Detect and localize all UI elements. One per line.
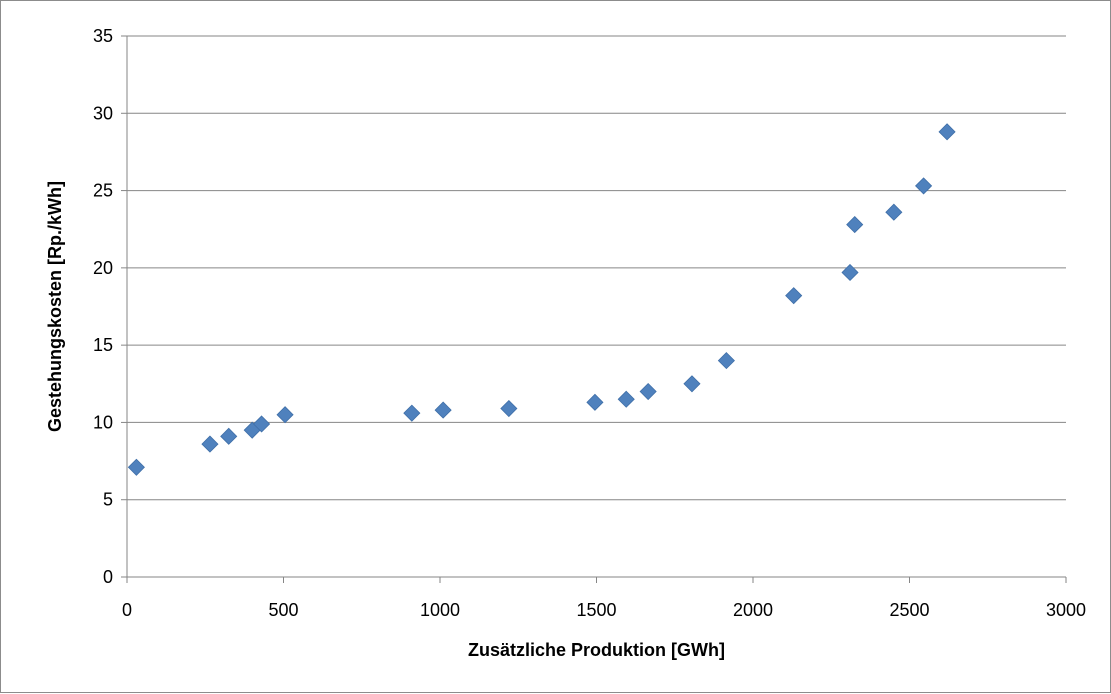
x-tick-label: 1500 [576, 600, 616, 620]
y-tick-label: 5 [103, 490, 113, 510]
x-tick-label: 2500 [889, 600, 929, 620]
x-tick-labels: 0 500 1000 1500 2000 2500 3000 [122, 600, 1086, 620]
x-tick-label: 500 [268, 600, 298, 620]
data-point [586, 393, 604, 411]
data-point [276, 406, 294, 424]
y-tick-label: 25 [93, 181, 113, 201]
data-point [201, 435, 219, 453]
data-point [785, 287, 803, 305]
y-axis-title: Gestehungskosten [Rp./kWh] [45, 181, 65, 432]
y-tick-label: 15 [93, 335, 113, 355]
data-point [717, 352, 735, 370]
data-point [403, 404, 421, 422]
y-tick-label: 30 [93, 103, 113, 123]
data-point [253, 415, 271, 433]
axes [121, 35, 1067, 583]
y-tick-labels: 0 5 10 15 20 25 30 35 [93, 26, 113, 587]
data-point [639, 382, 657, 401]
y-tick-label: 0 [103, 567, 113, 587]
y-tick-label: 20 [93, 258, 113, 278]
data-point [434, 401, 452, 419]
x-tick-label: 0 [122, 600, 132, 620]
x-axis-title: Zusätzliche Produktion [GWh] [468, 640, 725, 660]
data-point [915, 177, 933, 195]
data-point [885, 203, 903, 221]
data-point [127, 458, 145, 476]
data-point [938, 123, 956, 141]
data-point [846, 216, 864, 234]
data-point [500, 399, 518, 418]
data-point [617, 390, 635, 408]
y-tick-label: 35 [93, 26, 113, 46]
data-point [841, 263, 859, 282]
data-point [220, 427, 238, 445]
data-points [127, 123, 956, 476]
x-tick-label: 2000 [733, 600, 773, 620]
x-tick-label: 3000 [1046, 600, 1086, 620]
x-tick-label: 1000 [420, 600, 460, 620]
data-point [683, 375, 701, 393]
gridlines [127, 35, 1066, 501]
y-tick-label: 10 [93, 412, 113, 432]
